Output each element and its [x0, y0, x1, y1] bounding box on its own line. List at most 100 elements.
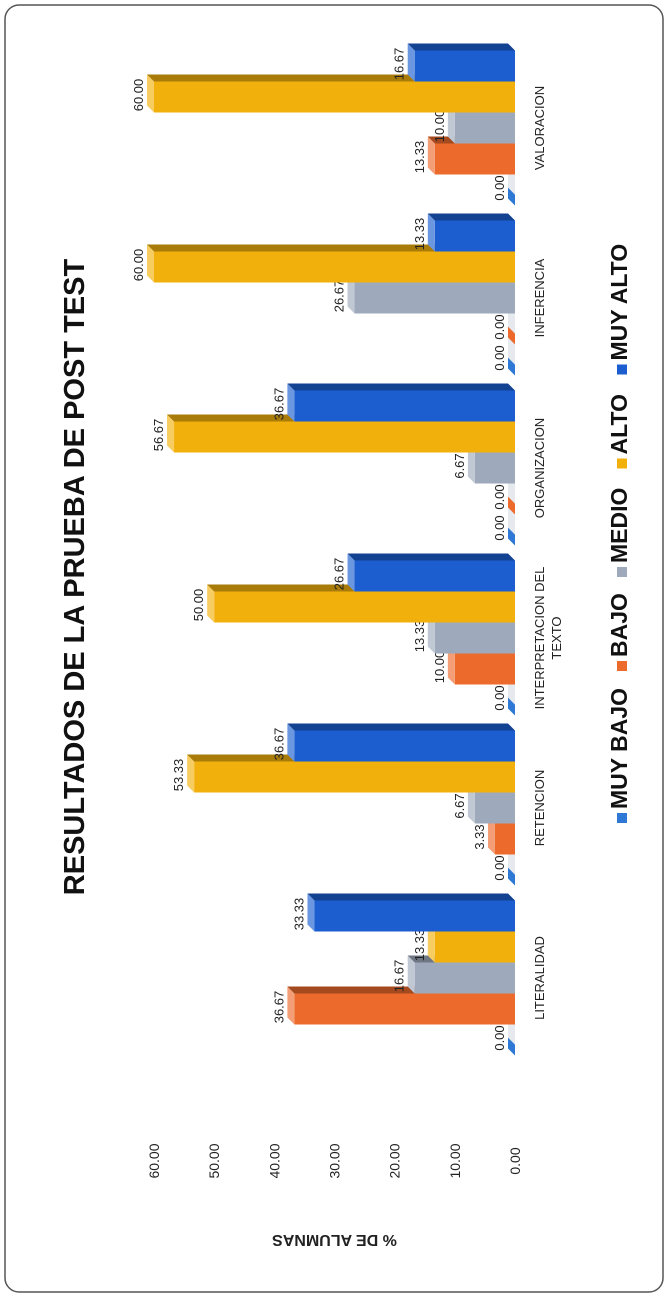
- bar-top: [207, 584, 215, 623]
- legend-swatch: [617, 458, 627, 469]
- bar-front: [174, 421, 516, 453]
- category-label: TEXTO: [549, 616, 564, 659]
- bar-top: [347, 275, 355, 314]
- bar-zero: [508, 697, 515, 716]
- data-label: 26.67: [332, 280, 347, 313]
- data-label: 3.33: [472, 824, 487, 849]
- bar-side: [307, 893, 515, 901]
- bar-front: [294, 730, 515, 762]
- bar-top: [287, 723, 295, 762]
- category-label: RETENCION: [532, 770, 547, 847]
- data-label: 16.67: [392, 960, 407, 993]
- bar: [347, 553, 515, 592]
- bar-top: [187, 754, 195, 793]
- bar: [427, 213, 515, 252]
- legend-item: MUY ALTO: [606, 244, 632, 375]
- legend-item: BAJO: [606, 593, 632, 671]
- y-tick-label: 30.00: [327, 1143, 343, 1178]
- bar-front: [434, 622, 515, 654]
- bar-side: [427, 213, 515, 221]
- y-tick-label: 10.00: [447, 1143, 463, 1178]
- data-label: 13.33: [412, 218, 427, 251]
- data-label: 10.00: [432, 110, 447, 143]
- legend-swatch: [617, 813, 627, 823]
- bar-zero: [508, 326, 515, 345]
- bar-front: [414, 962, 516, 994]
- data-label: 10.00: [432, 651, 447, 684]
- bar-side: [287, 723, 515, 731]
- bar-top: [427, 213, 435, 252]
- bar-top: [467, 445, 475, 484]
- chart-rotated-group: RESULTADOS DE LA PRUEBA DE POST TEST % DE…: [4, 4, 664, 1293]
- bar: [147, 244, 515, 283]
- category-label: LITERALIDAD: [532, 936, 547, 1020]
- bar: [287, 723, 515, 762]
- data-label: 60.00: [131, 79, 146, 112]
- data-label: 0.00: [492, 484, 507, 509]
- bar-top: [427, 136, 435, 175]
- bar-zero: [508, 867, 515, 886]
- legend-item: MUY BAJO: [606, 688, 632, 823]
- bar-top: [167, 414, 175, 453]
- data-label: 6.67: [452, 793, 467, 818]
- bar-top: [307, 893, 315, 932]
- data-label: 13.33: [412, 620, 427, 653]
- data-label: 0.00: [492, 314, 507, 339]
- bar-top: [447, 646, 455, 685]
- y-tick-label: 0.00: [507, 1147, 523, 1174]
- y-tick-label: 60.00: [146, 1143, 162, 1178]
- chart-border: [4, 4, 664, 1293]
- bar-zero: [508, 527, 515, 546]
- bar-zero: [508, 357, 515, 376]
- data-label: 26.67: [332, 558, 347, 591]
- bar: [508, 697, 515, 716]
- bar-front: [214, 591, 516, 623]
- data-label: 33.33: [291, 898, 306, 931]
- bar-side: [147, 244, 515, 252]
- bar-front: [294, 993, 515, 1025]
- y-tick-label: 50.00: [206, 1143, 222, 1178]
- legend-swatch: [617, 661, 627, 671]
- y-axis-label: % DE ALUMNAS: [272, 1231, 397, 1248]
- bar-top: [427, 615, 435, 654]
- category-label: VALORACION: [532, 86, 547, 170]
- bar-top: [147, 244, 154, 283]
- data-label: 0.00: [492, 1025, 507, 1050]
- data-label: 0.00: [492, 515, 507, 540]
- bar: [307, 893, 516, 932]
- bar-zero: [508, 1037, 515, 1056]
- chart-title: RESULTADOS DE LA PRUEBA DE POST TEST: [59, 259, 91, 896]
- data-label: 0.00: [492, 855, 507, 880]
- legend-label: ALTO: [606, 394, 632, 454]
- bar-side: [407, 43, 515, 51]
- bar: [508, 357, 515, 376]
- bar-top: [287, 986, 295, 1025]
- category-label: INTERPRETACION DEL: [532, 567, 547, 710]
- bar: [407, 43, 516, 82]
- y-tick-label: 20.00: [387, 1143, 403, 1178]
- y-tick-label: 40.00: [266, 1143, 282, 1178]
- bar-front: [154, 251, 515, 283]
- category-label: ORGANIZACION: [532, 418, 547, 518]
- bar-front: [194, 761, 515, 793]
- bar-top: [467, 785, 475, 824]
- bar-top: [427, 924, 435, 963]
- bar-top: [407, 43, 415, 82]
- bar-front: [454, 112, 516, 144]
- data-label: 36.67: [271, 728, 286, 761]
- bar-top: [487, 816, 495, 855]
- bar-chart: RESULTADOS DE LA PRUEBA DE POST TEST % DE…: [4, 4, 664, 1293]
- bar: [508, 496, 515, 515]
- data-label: 56.67: [151, 419, 166, 452]
- bar: [287, 986, 515, 1025]
- legend-label: MUY BAJO: [606, 688, 632, 809]
- legend-item: MEDIO: [606, 488, 632, 577]
- bar: [508, 187, 515, 206]
- bar: [508, 1037, 515, 1056]
- bar-front: [454, 653, 516, 685]
- bar-zero: [508, 496, 515, 515]
- legend-item: ALTO: [606, 394, 632, 469]
- legend-swatch: [617, 364, 627, 375]
- chart-frame: RESULTADOS DE LA PRUEBA DE POST TEST % DE…: [4, 4, 664, 1293]
- data-label: 36.67: [271, 991, 286, 1024]
